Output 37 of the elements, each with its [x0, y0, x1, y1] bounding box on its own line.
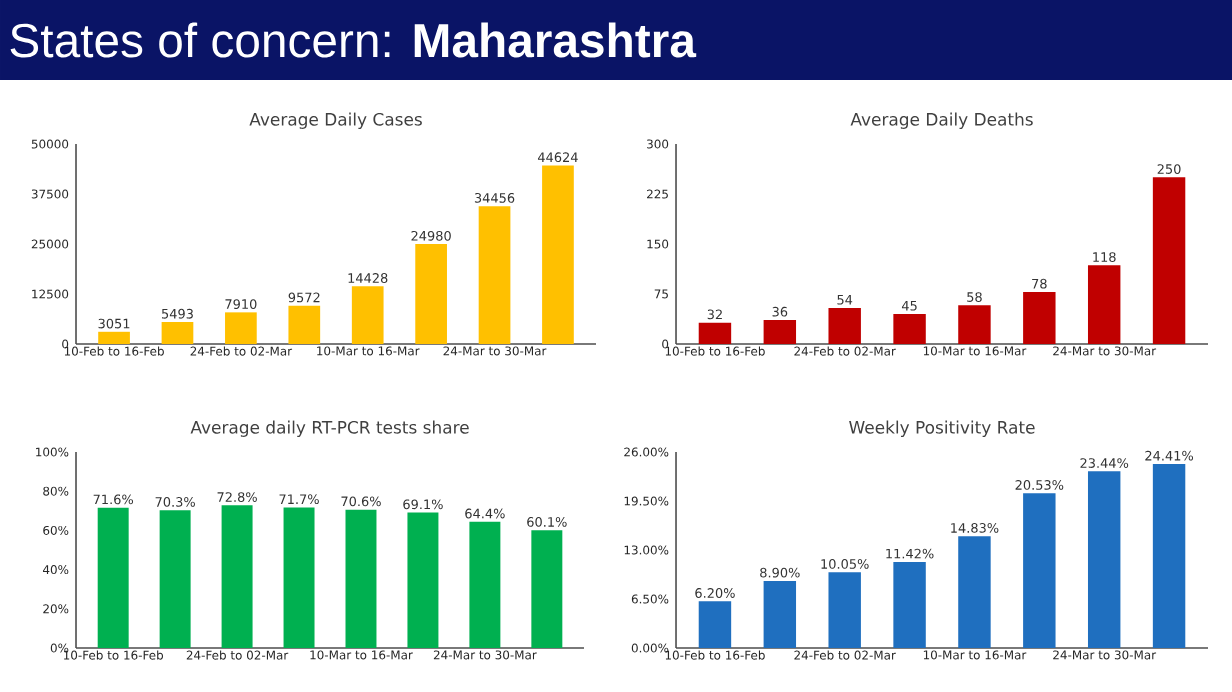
chart-title: Average daily RT-PCR tests share — [190, 420, 469, 437]
bar — [542, 165, 574, 344]
bar — [351, 286, 384, 344]
bar — [958, 536, 991, 648]
bar — [698, 601, 732, 648]
bar — [288, 305, 321, 344]
bar — [763, 319, 797, 344]
bar — [97, 507, 129, 648]
bar — [161, 322, 194, 344]
bar — [407, 512, 439, 648]
bar — [828, 307, 861, 344]
bar — [1152, 177, 1186, 344]
bar — [828, 572, 861, 648]
bar — [469, 521, 501, 648]
bar — [1152, 463, 1186, 648]
bar — [1023, 493, 1056, 648]
chart-title: Weekly Positivity Rate — [849, 420, 1035, 437]
bar — [225, 312, 257, 344]
bar — [283, 507, 315, 648]
bar — [763, 580, 797, 648]
chart-title: Average Daily Deaths — [850, 112, 1033, 129]
bar — [531, 530, 563, 648]
bar — [415, 244, 447, 344]
chart-title: Average Daily Cases — [249, 112, 422, 129]
bar — [1087, 471, 1121, 648]
bar — [893, 313, 926, 344]
bar — [958, 305, 991, 344]
bar — [98, 331, 130, 344]
bar — [221, 505, 253, 648]
text: States of concern: Maharashtra — [10, 22, 697, 58]
bar — [345, 509, 377, 648]
bar — [1087, 265, 1121, 344]
bar — [159, 510, 191, 648]
bar — [1023, 291, 1056, 344]
bar — [893, 561, 926, 648]
bar — [478, 206, 511, 344]
bar — [698, 322, 732, 344]
